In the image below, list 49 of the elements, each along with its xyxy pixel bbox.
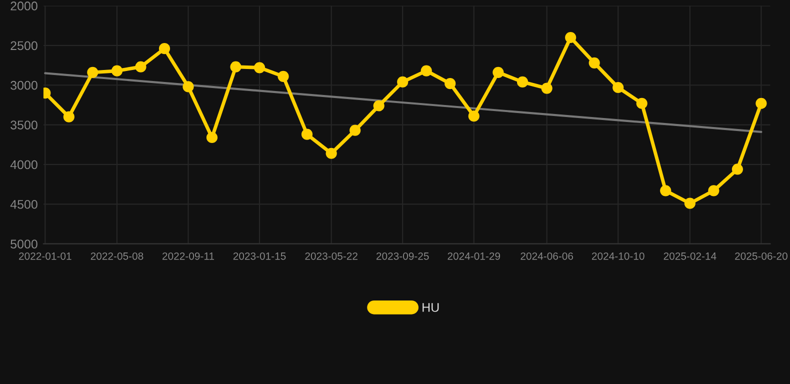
point bbox=[756, 98, 767, 109]
point bbox=[660, 185, 672, 196]
x-tick-label: 2024-10-10 bbox=[592, 252, 644, 260]
x-tick-label: 2025-02-14 bbox=[664, 252, 716, 260]
x-tick-label: 2023-05-22 bbox=[305, 252, 358, 260]
legend-label: HU bbox=[422, 303, 439, 312]
x-tick-label: 2024-01-29 bbox=[448, 252, 500, 260]
y-tick-label: 4500 bbox=[10, 200, 38, 209]
point bbox=[541, 82, 552, 94]
point bbox=[373, 100, 384, 112]
x-tick-label: 2025-06-20 bbox=[735, 252, 788, 260]
x-tick-label: 2024-06-06 bbox=[520, 252, 574, 260]
x-tick-label: 2023-01-15 bbox=[233, 252, 286, 260]
point bbox=[444, 78, 456, 90]
point bbox=[182, 81, 194, 92]
point bbox=[636, 98, 648, 109]
point bbox=[326, 148, 337, 159]
point bbox=[516, 76, 528, 88]
point bbox=[230, 61, 242, 72]
point bbox=[468, 110, 480, 122]
point bbox=[206, 132, 218, 144]
y-tick-label: 3500 bbox=[10, 120, 38, 130]
point bbox=[420, 65, 432, 76]
y-tick-label: 2000 bbox=[10, 2, 38, 10]
point bbox=[158, 43, 170, 54]
point bbox=[492, 66, 504, 78]
x-tick-label: 2022-09-11 bbox=[162, 252, 214, 260]
y-tick-label: 3000 bbox=[10, 80, 38, 90]
point bbox=[397, 76, 408, 88]
point bbox=[732, 164, 743, 175]
point bbox=[350, 124, 361, 136]
y-tick-label: 5000 bbox=[10, 240, 38, 248]
point bbox=[111, 65, 123, 76]
point bbox=[63, 111, 74, 122]
x-tick-label: 2023-09-25 bbox=[376, 252, 429, 260]
point bbox=[588, 57, 600, 68]
point bbox=[612, 82, 624, 94]
point bbox=[135, 61, 146, 72]
point bbox=[708, 185, 720, 196]
point bbox=[278, 70, 289, 82]
y-tick-label: 2500 bbox=[10, 41, 38, 50]
x-tick-label: 2022-05-08 bbox=[90, 252, 144, 260]
point bbox=[565, 32, 576, 44]
point bbox=[684, 198, 696, 209]
x-tick-label: 2022-01-01 bbox=[19, 252, 72, 260]
point bbox=[254, 62, 266, 74]
y-tick-label: 4000 bbox=[10, 160, 38, 170]
point bbox=[301, 128, 313, 140]
point bbox=[87, 66, 98, 78]
